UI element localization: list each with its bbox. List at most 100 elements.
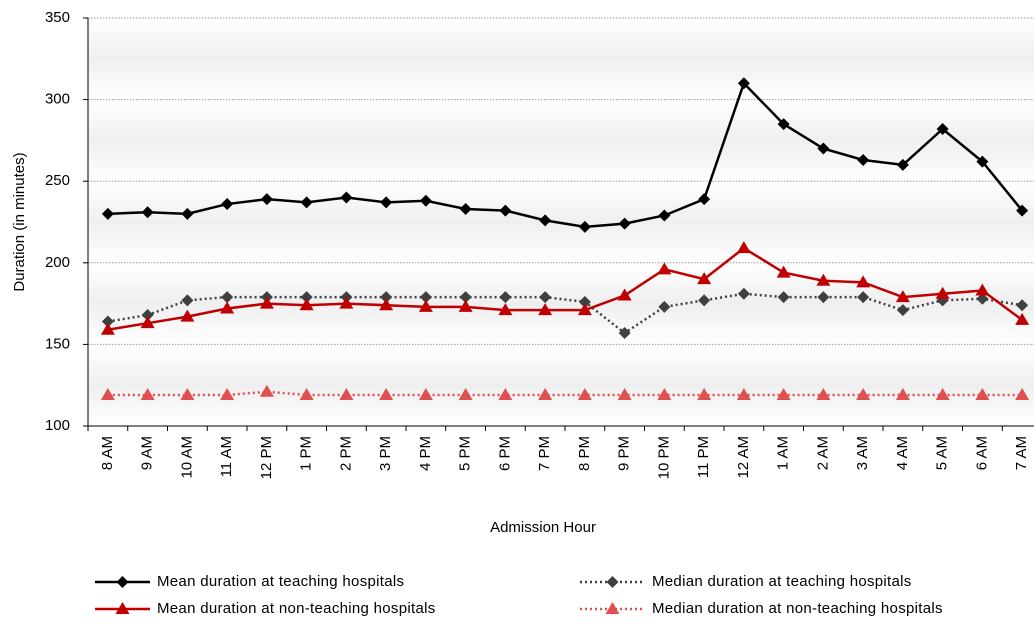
marker [458,387,473,400]
x-tick-label: 9 PM [616,436,633,471]
marker [1015,312,1030,325]
legend-marker [606,576,619,588]
marker [260,193,273,206]
x-tick-label: 6 PM [496,436,513,471]
y-tick-label: 100 [45,417,70,434]
x-tick-label: 5 PM [457,436,474,471]
marker [618,326,631,339]
legend-marker [605,602,620,614]
marker [577,387,592,400]
marker [976,155,989,168]
marker [896,304,909,317]
marker [777,291,790,304]
x-tick-label: 5 AM [934,436,951,470]
marker [1015,387,1030,400]
x-tick-label: 1 AM [775,436,792,470]
marker [975,387,990,400]
marker [459,291,472,304]
marker [419,291,432,304]
x-tick-label: 2 AM [814,436,831,470]
legend-label: Mean duration at teaching hospitals [157,573,404,590]
marker [181,294,194,307]
x-tick-label: 4 PM [417,436,434,471]
y-tick-label: 350 [45,9,70,26]
marker [539,291,552,304]
marker [1016,299,1029,312]
legend-label: Median duration at teaching hospitals [652,573,912,590]
marker [379,298,394,311]
y-tick-label: 300 [45,91,70,108]
x-tick-label: 10 PM [655,436,672,479]
marker [856,275,871,288]
marker [220,387,235,400]
x-axis-label: Admission Hour [490,519,596,536]
marker [181,207,194,220]
marker [259,296,274,309]
marker [578,295,591,308]
marker [737,287,750,300]
marker [698,193,711,206]
marker [140,387,155,400]
marker [857,291,870,304]
marker [380,196,393,209]
marker [499,291,512,304]
marker [817,142,830,155]
marker [498,303,513,316]
marker [418,387,433,400]
marker [299,387,314,400]
marker [657,262,672,275]
marker [617,288,632,301]
marker [777,118,790,131]
y-tick-label: 200 [45,254,70,271]
marker [697,272,712,285]
marker [539,214,552,227]
marker [419,194,432,207]
marker [776,387,791,400]
marker [100,387,115,400]
marker [538,303,553,316]
marker [538,387,553,400]
x-tick-label: 10 AM [178,436,195,479]
marker [380,291,393,304]
x-tick-label: 3 PM [377,436,394,471]
series-line [107,80,1024,229]
y-axis-label: Duration (in minutes) [11,152,28,291]
marker [737,77,750,90]
marker [975,283,990,296]
marker [300,291,313,304]
marker [578,220,591,233]
grid-band [88,99,1034,182]
x-tick-label: 12 AM [735,436,752,479]
marker [339,387,354,400]
series-line [107,246,1023,331]
marker [776,265,791,278]
legend-label: Median duration at non-teaching hospital… [652,600,943,617]
marker [816,273,831,286]
x-tick-label: 11 PM [695,436,712,478]
marker [101,315,114,328]
grid-band [88,18,1034,100]
marker [101,207,114,220]
marker [816,387,831,400]
marker [220,301,235,314]
x-tick-label: 6 AM [973,436,990,470]
x-tick-label: 12 PM [258,436,275,479]
marker [140,316,155,329]
marker [418,299,433,312]
marker [221,198,234,211]
marker [259,384,274,397]
marker [617,387,632,400]
x-tick-label: 1 PM [298,436,315,471]
marker [100,322,115,335]
marker [895,290,910,303]
x-tick-label: 8 AM [99,436,116,470]
marker [895,387,910,400]
marker [498,387,513,400]
marker [618,217,631,230]
marker [658,300,671,313]
marker [896,158,909,171]
marker [379,387,394,400]
marker [499,204,512,217]
marker [299,298,314,311]
marker [141,206,154,219]
